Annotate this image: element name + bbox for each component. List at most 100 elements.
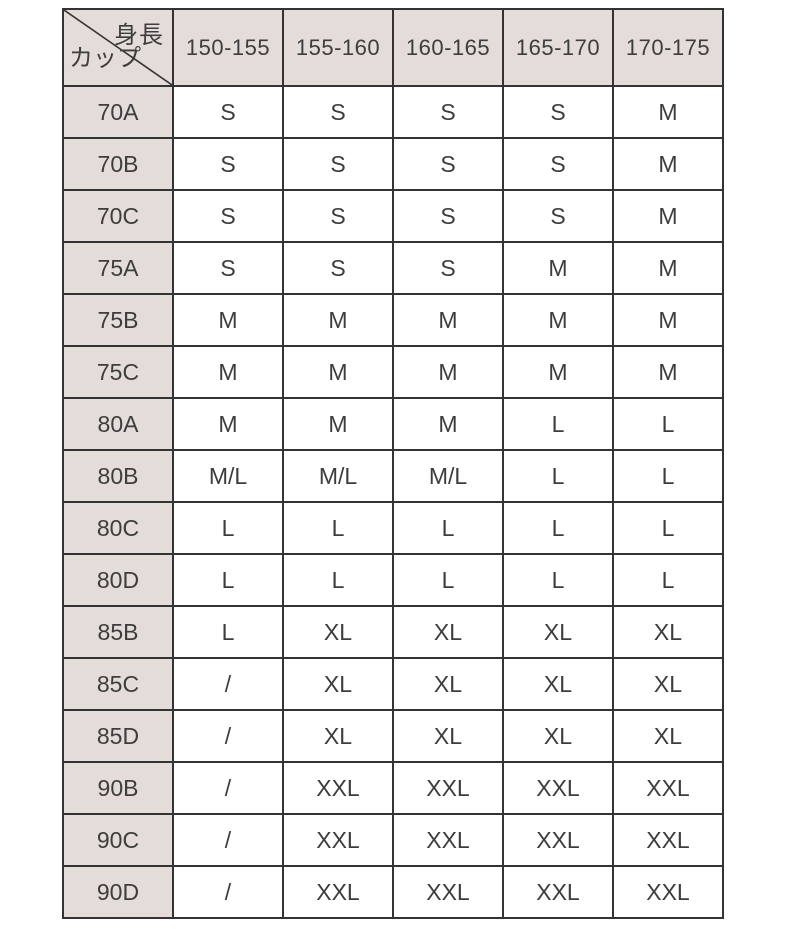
size-value-cell: XL <box>282 657 394 711</box>
row-label-cup-size: 70A <box>62 85 174 139</box>
row-label-cup-size: 80D <box>62 553 174 607</box>
size-value-cell: M/L <box>392 449 504 503</box>
table-row: 75C M M M M M <box>62 345 724 399</box>
row-label-cup-size: 75B <box>62 293 174 347</box>
column-header-height-range: 170-175 <box>612 8 724 87</box>
size-value-cell: XXL <box>612 813 724 867</box>
size-value-cell: M <box>282 397 394 451</box>
height-axis-label: 身長 <box>114 22 164 49</box>
size-value-cell: L <box>502 397 614 451</box>
size-value-cell: M/L <box>282 449 394 503</box>
size-value-cell: L <box>282 553 394 607</box>
row-label-cup-size: 85B <box>62 605 174 659</box>
size-value-cell: S <box>282 85 394 139</box>
size-value-cell: S <box>502 85 614 139</box>
size-value-cell: M <box>612 85 724 139</box>
size-value-cell: M <box>282 345 394 399</box>
corner-header-cell: 身長 カップ <box>62 8 174 87</box>
size-value-cell: L <box>282 501 394 555</box>
table-row: 85D / XL XL XL XL <box>62 709 724 763</box>
column-header-height-range: 165-170 <box>502 8 614 87</box>
size-value-cell: M <box>612 241 724 295</box>
row-label-cup-size: 80C <box>62 501 174 555</box>
size-value-cell: L <box>502 553 614 607</box>
size-value-cell: M <box>392 397 504 451</box>
size-value-cell: L <box>502 449 614 503</box>
table-row: 80B M/L M/L M/L L L <box>62 449 724 503</box>
size-value-cell: M <box>282 293 394 347</box>
diagonal-divider-line <box>64 10 172 85</box>
table-row: 90B / XXL XXL XXL XXL <box>62 761 724 815</box>
row-label-cup-size: 70B <box>62 137 174 191</box>
column-header-height-range: 160-165 <box>392 8 504 87</box>
row-label-cup-size: 80A <box>62 397 174 451</box>
size-value-cell: M <box>392 293 504 347</box>
size-value-cell: L <box>392 553 504 607</box>
size-value-cell: XL <box>392 709 504 763</box>
size-value-cell: XXL <box>392 761 504 815</box>
size-value-cell: S <box>172 241 284 295</box>
row-label-cup-size: 90C <box>62 813 174 867</box>
size-value-cell: / <box>172 813 284 867</box>
size-value-cell: XXL <box>392 865 504 919</box>
size-value-cell: S <box>392 189 504 243</box>
table-row: 90C / XXL XXL XXL XXL <box>62 813 724 867</box>
size-value-cell: XL <box>282 709 394 763</box>
table-row: 75A S S S M M <box>62 241 724 295</box>
size-value-cell: S <box>282 137 394 191</box>
size-value-cell: XXL <box>282 865 394 919</box>
size-value-cell: S <box>392 137 504 191</box>
size-value-cell: XL <box>612 709 724 763</box>
size-value-cell: XL <box>502 657 614 711</box>
size-value-cell: S <box>282 241 394 295</box>
table-row: 80D L L L L L <box>62 553 724 607</box>
size-value-cell: XXL <box>502 813 614 867</box>
header-row: 身長 カップ 150-155 155-160 160-165 165-170 170-1… <box>62 8 724 87</box>
size-value-cell: L <box>172 553 284 607</box>
cup-axis-label: カップ <box>69 45 141 72</box>
table-row: 90D / XXL XXL XXL XXL <box>62 865 724 919</box>
row-label-cup-size: 80B <box>62 449 174 503</box>
table-row: 80C L L L L L <box>62 501 724 555</box>
size-value-cell: S <box>392 241 504 295</box>
size-value-cell: M <box>502 241 614 295</box>
size-chart-table: 身長 カップ 150-155 155-160 160-165 165-170 170-1… <box>62 8 724 919</box>
size-value-cell: M/L <box>172 449 284 503</box>
size-value-cell: S <box>502 189 614 243</box>
size-value-cell: S <box>172 137 284 191</box>
size-value-cell: XL <box>612 657 724 711</box>
size-value-cell: L <box>502 501 614 555</box>
column-header-height-range: 150-155 <box>172 8 284 87</box>
size-value-cell: L <box>612 501 724 555</box>
row-label-cup-size: 70C <box>62 189 174 243</box>
row-label-cup-size: 85D <box>62 709 174 763</box>
size-value-cell: XXL <box>612 865 724 919</box>
size-value-cell: / <box>172 865 284 919</box>
size-value-cell: M <box>612 137 724 191</box>
size-value-cell: XL <box>392 657 504 711</box>
size-value-cell: XXL <box>392 813 504 867</box>
row-label-cup-size: 90D <box>62 865 174 919</box>
size-value-cell: S <box>172 189 284 243</box>
size-value-cell: M <box>172 397 284 451</box>
size-value-cell: L <box>612 449 724 503</box>
row-label-cup-size: 85C <box>62 657 174 711</box>
table-header: 身長 カップ 150-155 155-160 160-165 165-170 170-1… <box>62 8 724 87</box>
size-value-cell: XXL <box>502 865 614 919</box>
size-value-cell: XXL <box>612 761 724 815</box>
size-value-cell: XL <box>282 605 394 659</box>
size-value-cell: L <box>392 501 504 555</box>
size-value-cell: XL <box>502 709 614 763</box>
size-value-cell: XL <box>502 605 614 659</box>
size-value-cell: M <box>502 345 614 399</box>
size-value-cell: M <box>612 345 724 399</box>
column-header-height-range: 155-160 <box>282 8 394 87</box>
size-value-cell: L <box>612 553 724 607</box>
size-value-cell: L <box>612 397 724 451</box>
size-value-cell: M <box>612 293 724 347</box>
table-row: 75B M M M M M <box>62 293 724 347</box>
size-value-cell: M <box>502 293 614 347</box>
size-value-cell: S <box>282 189 394 243</box>
row-label-cup-size: 90B <box>62 761 174 815</box>
